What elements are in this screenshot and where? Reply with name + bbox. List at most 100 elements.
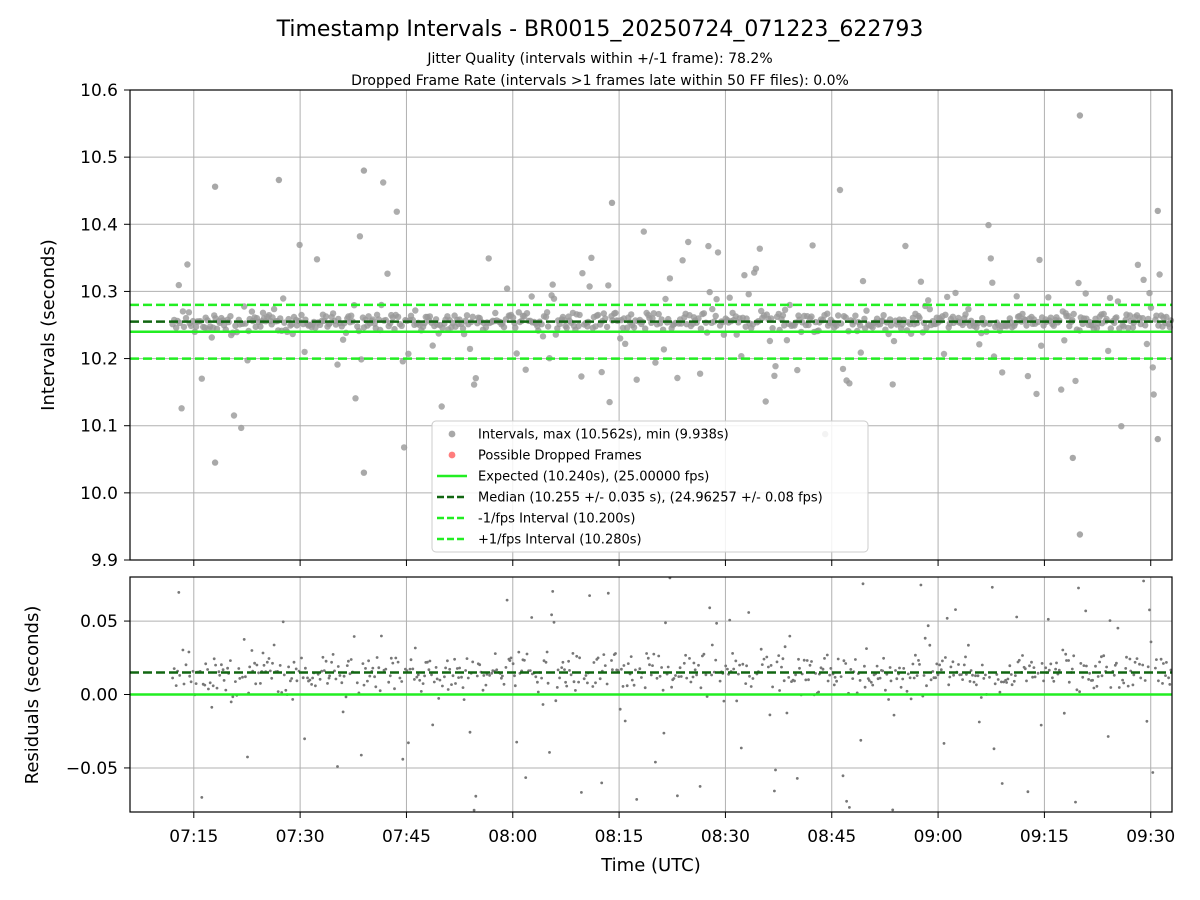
residual-point bbox=[1113, 663, 1117, 667]
residual-point bbox=[242, 638, 246, 641]
residual-point bbox=[284, 688, 288, 692]
residual-point bbox=[969, 669, 973, 672]
residual-point bbox=[371, 666, 375, 670]
interval-point bbox=[887, 322, 895, 329]
residual-point bbox=[582, 677, 586, 681]
residual-point bbox=[340, 681, 344, 685]
residual-point bbox=[257, 671, 260, 675]
residual-point bbox=[454, 682, 457, 685]
residual-point bbox=[327, 676, 331, 680]
residual-point bbox=[626, 662, 630, 665]
residual-point bbox=[1000, 782, 1004, 785]
interval-outlier-point bbox=[360, 167, 368, 174]
interval-point bbox=[917, 278, 925, 285]
bottom-y-axis-label: Residuals (seconds) bbox=[22, 606, 43, 785]
top-y-tick-label: 10.2 bbox=[80, 350, 118, 370]
residual-point bbox=[188, 674, 192, 678]
legend-entry-label: Median (10.255 +/- 0.035 s), (24.96257 +… bbox=[478, 491, 823, 506]
residual-point bbox=[374, 685, 378, 689]
interval-point bbox=[603, 323, 611, 331]
residual-point bbox=[1151, 771, 1155, 774]
residual-point bbox=[748, 674, 751, 678]
interval-point bbox=[1107, 325, 1115, 332]
residual-point bbox=[1010, 683, 1014, 687]
residual-point bbox=[1006, 677, 1010, 681]
residual-point bbox=[427, 668, 431, 672]
residual-point bbox=[415, 675, 419, 679]
residual-point bbox=[749, 685, 753, 688]
residual-point bbox=[629, 655, 633, 658]
residual-point bbox=[735, 699, 739, 703]
residual-point bbox=[643, 686, 647, 690]
interval-point bbox=[248, 308, 256, 315]
residual-point bbox=[552, 620, 556, 624]
residual-point bbox=[658, 674, 662, 678]
residual-point bbox=[984, 673, 987, 677]
residual-point bbox=[569, 673, 573, 677]
residual-point bbox=[808, 663, 812, 667]
interval-outlier-point bbox=[1154, 435, 1162, 443]
residual-point bbox=[964, 655, 967, 659]
residual-point bbox=[1012, 679, 1016, 683]
interval-outlier-point bbox=[1076, 531, 1084, 538]
residual-point bbox=[413, 646, 417, 650]
residual-point bbox=[515, 740, 519, 744]
residual-point bbox=[1017, 658, 1021, 662]
residual-point bbox=[914, 653, 917, 657]
interval-outlier-point bbox=[1076, 112, 1084, 119]
interval-point bbox=[552, 331, 559, 338]
residual-point bbox=[807, 678, 810, 682]
residual-point bbox=[504, 666, 508, 669]
residual-point bbox=[472, 808, 476, 812]
residual-point bbox=[210, 705, 214, 709]
interval-point bbox=[890, 337, 898, 345]
top-y-tick-label: 10.6 bbox=[80, 81, 118, 101]
interval-point bbox=[696, 370, 704, 377]
chart-title: Timestamp Intervals - BR0015_20250724_07… bbox=[276, 17, 924, 42]
residual-point bbox=[321, 655, 325, 659]
residual-point bbox=[731, 652, 734, 655]
residual-point bbox=[993, 682, 997, 686]
residual-point bbox=[368, 674, 372, 678]
residual-point bbox=[600, 781, 604, 785]
residual-point bbox=[887, 698, 890, 701]
interval-point bbox=[783, 337, 791, 344]
residual-point bbox=[229, 659, 232, 662]
residual-point bbox=[556, 668, 560, 672]
residual-point bbox=[841, 774, 845, 778]
interval-point bbox=[528, 293, 535, 300]
interval-point bbox=[979, 315, 986, 322]
interval-point bbox=[1146, 289, 1153, 297]
residual-point bbox=[391, 661, 395, 665]
interval-point bbox=[198, 375, 205, 382]
residual-point bbox=[304, 666, 307, 670]
residual-point bbox=[1065, 659, 1068, 662]
residual-point bbox=[666, 665, 670, 669]
residual-point bbox=[528, 669, 532, 672]
residual-point bbox=[393, 687, 396, 691]
interval-point bbox=[679, 257, 686, 264]
residual-point bbox=[734, 659, 738, 663]
residual-point bbox=[224, 688, 228, 692]
residual-point bbox=[648, 663, 651, 667]
interval-point bbox=[1082, 290, 1089, 297]
interval-point bbox=[766, 337, 774, 345]
residual-point bbox=[1091, 678, 1094, 682]
interval-point bbox=[438, 403, 445, 410]
residual-point bbox=[366, 679, 369, 683]
legend-entry-label: -1/fps Interval (10.200s) bbox=[478, 512, 635, 527]
residual-point bbox=[1072, 654, 1076, 658]
interval-point bbox=[949, 313, 957, 320]
residual-point bbox=[513, 674, 516, 678]
residual-point bbox=[446, 688, 450, 691]
interval-point bbox=[230, 412, 238, 419]
interval-point bbox=[622, 340, 629, 347]
residual-point bbox=[718, 679, 722, 683]
residual-point bbox=[1108, 619, 1112, 622]
residual-point bbox=[541, 703, 545, 706]
residual-point bbox=[941, 659, 944, 663]
residual-point bbox=[361, 662, 365, 665]
residual-point bbox=[444, 666, 447, 670]
residual-point bbox=[894, 669, 897, 672]
